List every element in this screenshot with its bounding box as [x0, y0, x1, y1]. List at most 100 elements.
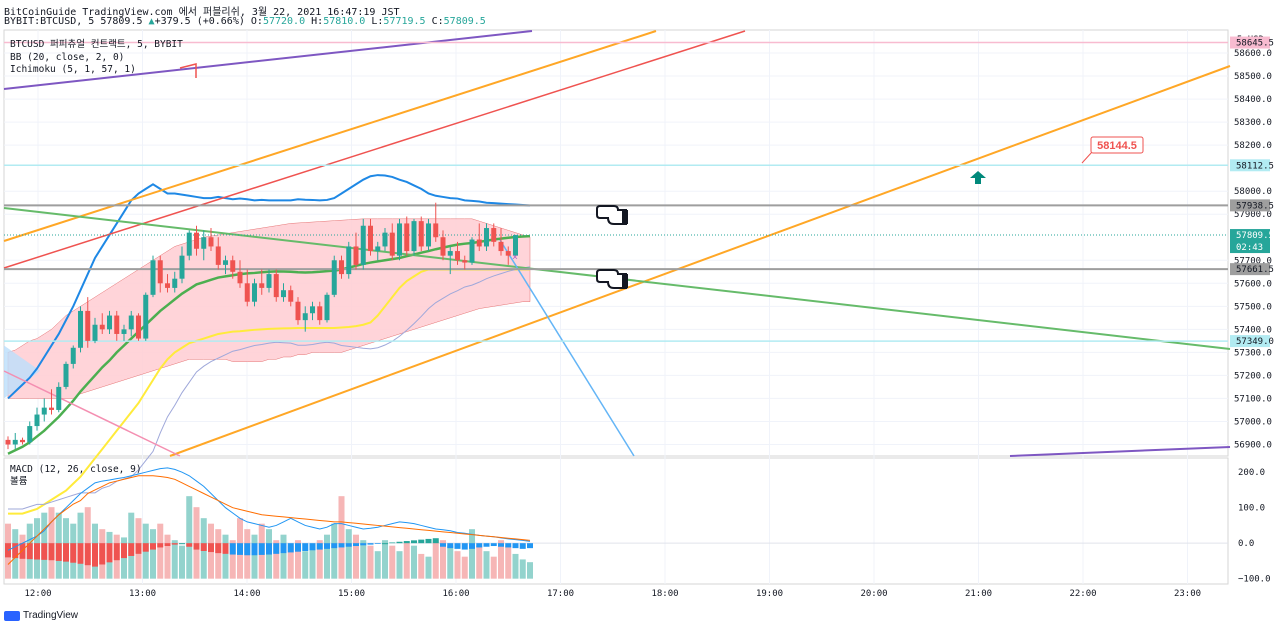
- volume-bar: [432, 540, 439, 579]
- candle-body: [172, 278, 178, 288]
- macd-histogram-bar: [454, 543, 461, 549]
- candle-body: [237, 271, 243, 284]
- candle-body: [476, 239, 482, 247]
- price-axis-label-bg: [1230, 263, 1270, 276]
- tradingview-logo-icon: [4, 610, 20, 621]
- candle-body: [114, 315, 120, 334]
- price-axis-tick: 58300.0: [1234, 118, 1272, 128]
- macd-histogram-bar: [55, 543, 62, 561]
- grid-lines: [4, 30, 1228, 584]
- volume-bar: [505, 545, 512, 579]
- arrow-drawing: [179, 63, 197, 78]
- legend-volume: 볼륨: [10, 476, 28, 487]
- candle-body: [418, 221, 424, 247]
- candle-body: [12, 439, 18, 445]
- macd-histogram-bar: [106, 543, 113, 563]
- macd-histogram-bar: [287, 543, 294, 553]
- price-axis-label: 57938.5: [1236, 201, 1274, 211]
- low-value: 57719.5: [383, 16, 426, 27]
- price-axis-tick: 57900.0: [1234, 210, 1272, 220]
- macd-histogram-bar: [186, 543, 193, 547]
- macd-histogram-bar: [229, 543, 236, 555]
- candle-body: [179, 255, 185, 279]
- candle-body: [513, 235, 518, 256]
- price-axis-label: 58112.5: [1236, 161, 1274, 171]
- volume-bar: [425, 556, 432, 579]
- candle-body: [375, 246, 381, 252]
- macd-axis-tick: 0.0: [1238, 539, 1254, 549]
- price-axis-tick: 58500.0: [1234, 72, 1272, 82]
- candle-body: [259, 283, 265, 288]
- time-axis[interactable]: 12:00 13:00 14:00 15:00 16:00 17:00 18:00 19:00…: [24, 589, 1201, 599]
- chart-annotations: 58144.5 ×: [512, 136, 1144, 289]
- volume-bar: [331, 523, 338, 579]
- macd-histogram-bar: [302, 543, 309, 551]
- macd-histogram-bar: [215, 543, 222, 554]
- macd-histogram-bar: [527, 543, 533, 549]
- open-value: 57720.0: [262, 16, 306, 27]
- volume-bar: [186, 496, 193, 579]
- candle-body: [346, 246, 352, 275]
- macd-histogram-bar: [121, 543, 127, 559]
- pink-trend-line: [3, 370, 181, 457]
- volume-bar: [157, 523, 164, 579]
- volume-bar: [476, 545, 483, 579]
- candle-body: [469, 239, 475, 263]
- macd-histogram-bar: [150, 543, 156, 550]
- candle-body: [382, 232, 388, 247]
- candle-body: [433, 223, 439, 238]
- price-axis-tick: 57500.0: [1234, 302, 1272, 312]
- candle-body: [462, 260, 468, 263]
- volume-bar: [84, 507, 91, 579]
- macd-histogram-bar: [498, 543, 504, 547]
- bb-upper-band: [7, 174, 531, 400]
- macd-histogram-bar: [5, 543, 11, 558]
- macd-histogram-bar: [157, 543, 164, 548]
- hand-outline: [596, 205, 627, 225]
- current-price-label: 57809.5: [1236, 231, 1274, 241]
- candle-body: [368, 225, 373, 252]
- candle-body: [165, 283, 170, 288]
- macd-histogram-bar: [41, 543, 48, 560]
- candle-body: [34, 414, 40, 427]
- macd-axis-tick: 200.0: [1238, 468, 1265, 478]
- callout-pointer: [1081, 151, 1093, 164]
- macd-histogram-bar: [345, 543, 352, 547]
- macd-histogram-bar: [505, 543, 512, 548]
- macd-axis-tick: −100.0: [1238, 575, 1271, 585]
- candle-body: [295, 301, 301, 321]
- volume-bar: [287, 545, 294, 579]
- volume-bar: [338, 496, 345, 579]
- volume-bar: [164, 534, 171, 579]
- candle-body: [266, 274, 272, 288]
- price-axis-tick: 58400.0: [1234, 95, 1272, 105]
- volume-bar: [302, 551, 309, 579]
- price-axis-label: 58645.5: [1236, 39, 1274, 49]
- time-axis-tick: 16:00: [442, 589, 469, 599]
- time-axis-tick: 22:00: [1069, 589, 1096, 599]
- candle-body: [49, 407, 54, 410]
- macd-histogram-bar: [382, 543, 388, 545]
- macd-histogram-bar: [331, 543, 338, 549]
- macd-histogram-bar: [208, 543, 214, 553]
- volume-bar: [403, 542, 410, 579]
- candle-body: [360, 225, 366, 265]
- candle-body: [273, 274, 279, 298]
- price-axis[interactable]: 5 USD58600.058500.058400.058300.058200.0…: [1230, 35, 1274, 450]
- time-axis-tick: 23:00: [1174, 589, 1201, 599]
- macd-histogram-bar: [142, 543, 149, 552]
- volume-bar: [179, 545, 185, 579]
- volume-bar: [316, 540, 323, 579]
- volume-bar: [454, 551, 461, 579]
- macd-histogram-bar: [26, 543, 33, 560]
- macd-histogram-bar: [193, 543, 200, 550]
- price-axis-label-bg: [1230, 159, 1270, 172]
- macd-histogram-bar: [63, 543, 69, 562]
- macd-histogram-bar: [34, 543, 40, 560]
- candle-body: [288, 290, 294, 302]
- legend-bb: BB (20, close, 2, 0): [10, 52, 124, 63]
- macd-histogram-bar: [273, 543, 280, 554]
- candle-body: [505, 251, 511, 256]
- candle-body: [201, 237, 207, 249]
